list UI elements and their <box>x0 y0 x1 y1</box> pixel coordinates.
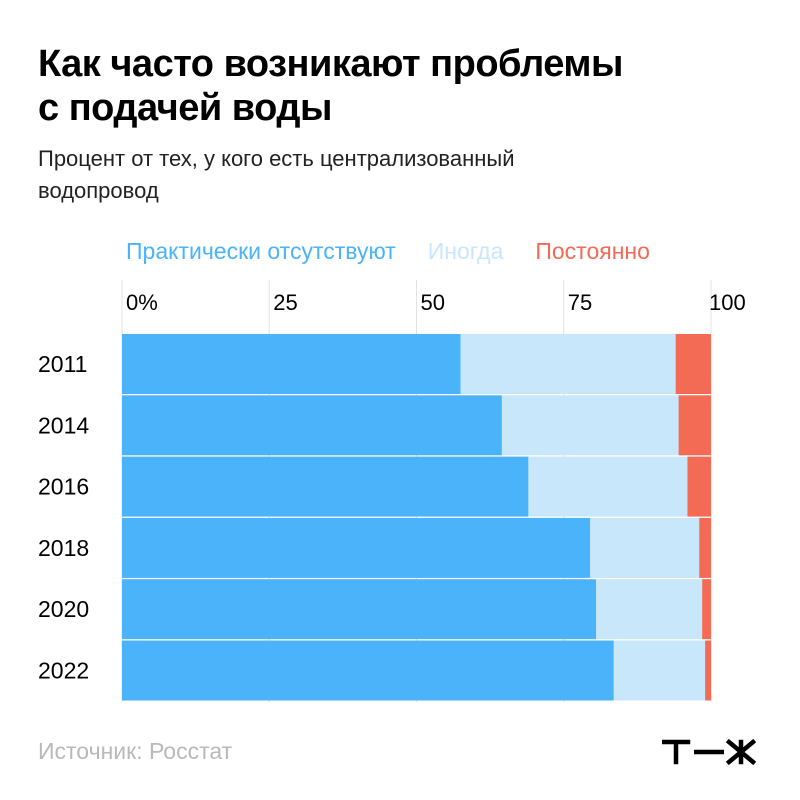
legend-item-constantly: Постоянно <box>535 238 650 264</box>
bar-segment-sometimes <box>613 640 706 701</box>
bar-segment-sometimes <box>528 456 688 517</box>
bar-segment-sometimes <box>590 517 700 578</box>
y-category-label: 2014 <box>38 412 89 438</box>
source-note: Источник: Росстат <box>38 738 233 764</box>
tzh-logo-icon <box>661 738 757 766</box>
chart-title: Как часто возникают проблемы с подачей в… <box>38 42 758 130</box>
y-category-label: 2022 <box>38 658 89 684</box>
chart-subtitle-line-2: водопровод <box>38 178 159 203</box>
bar-segment-constantly <box>699 517 711 578</box>
chart-title-line-1: Как часто возникают проблемы <box>38 43 623 85</box>
y-category-label: 2020 <box>38 596 89 622</box>
bar-segment-practically-absent <box>122 640 614 701</box>
x-tick-label: 75 <box>568 290 592 315</box>
x-tick-label: 100 <box>709 290 746 315</box>
bar-segment-constantly <box>678 395 711 456</box>
y-category-label: 2011 <box>38 351 87 377</box>
legend-item-practically-absent: Практически отсутствуют <box>126 238 396 264</box>
x-tick-label: 0% <box>126 290 158 315</box>
legend-item-sometimes: Иногда <box>427 238 504 264</box>
bar-segment-constantly <box>702 579 711 640</box>
x-tick-label: 25 <box>273 290 297 315</box>
bar-segment-practically-absent <box>122 456 529 517</box>
stacked-bar-chart: 0% 25 50 75 100 2011 2014 2016 2018 2020 2022 <box>38 280 746 702</box>
bar-segment-constantly <box>687 456 711 517</box>
bar-segment-constantly <box>675 334 711 394</box>
bar-segment-practically-absent <box>122 517 591 578</box>
chart-subtitle: Процент от тех, у кого есть централизова… <box>38 143 678 207</box>
chart-title-line-2: с подачей воды <box>38 87 332 129</box>
y-category-label: 2018 <box>38 535 89 561</box>
chart-subtitle-line-1: Процент от тех, у кого есть централизова… <box>38 146 515 171</box>
bar-segment-constantly <box>705 640 711 701</box>
brand-logo <box>661 730 762 781</box>
y-category-label: 2016 <box>38 474 89 500</box>
bar-segment-practically-absent <box>122 334 461 394</box>
chart-legend: Практически отсутствуют Иногда Постоянно <box>126 238 650 265</box>
bar-segment-sometimes <box>460 334 676 394</box>
bar-segment-sometimes <box>501 395 679 456</box>
bar-segment-practically-absent <box>122 579 597 640</box>
bar-segment-sometimes <box>596 579 703 640</box>
x-tick-label: 50 <box>421 290 445 315</box>
bar-segment-practically-absent <box>122 395 502 456</box>
